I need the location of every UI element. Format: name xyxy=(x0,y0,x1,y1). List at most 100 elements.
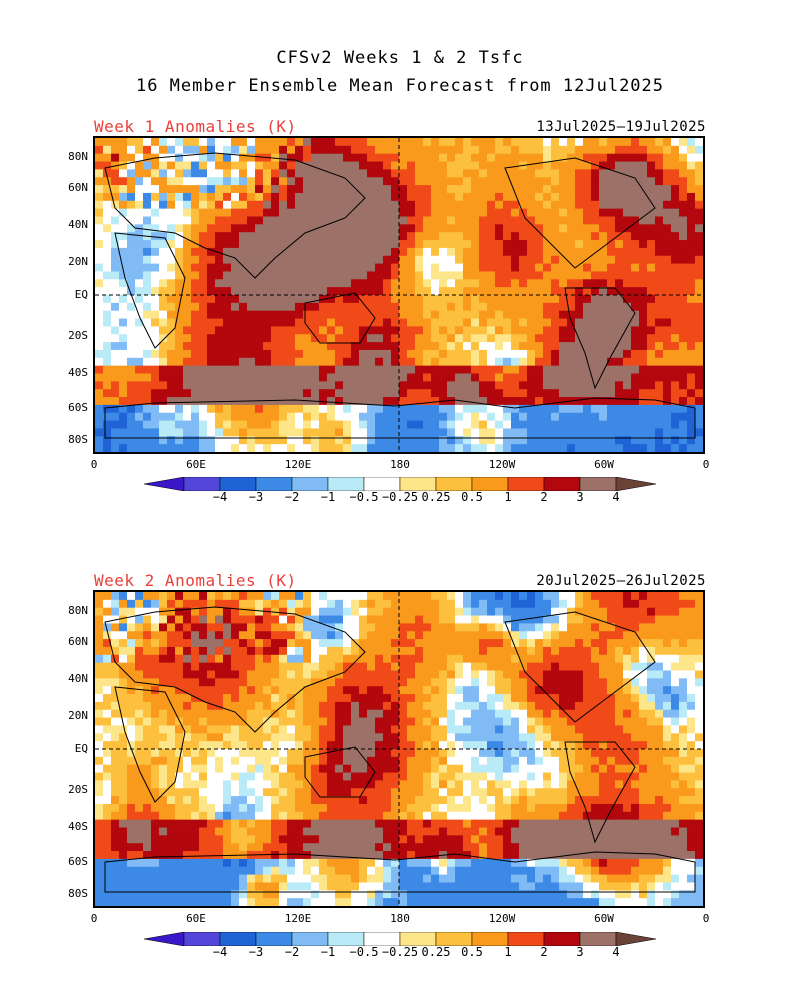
panel2-colorbar-swatch xyxy=(399,932,437,946)
panel1-label: Week 1 Anomalies (K) xyxy=(94,117,297,136)
panel1-lon-label: 0 xyxy=(702,458,710,471)
panel1-lon-label: 180 xyxy=(390,458,410,471)
panel1-colorbar-swatch xyxy=(291,477,329,491)
panel2-lat-label: 20S xyxy=(68,783,88,797)
panel2-lon-label: 0 xyxy=(90,912,98,925)
panel1-lat-label: 20S xyxy=(68,329,88,343)
panel1-lon-label: 60E xyxy=(186,458,206,471)
panel2-colorbar-label: −0.25 xyxy=(381,945,419,959)
panel1-lon-label: 120W xyxy=(488,458,516,471)
panel1-lat-label: 80S xyxy=(68,432,88,446)
map2-coastline xyxy=(104,606,366,733)
panel1-colorbar-swatch xyxy=(543,477,581,491)
map2-field xyxy=(95,592,703,906)
panel2-colorbar-swatch xyxy=(219,932,257,946)
panel1-colorbar-label: 4 xyxy=(612,490,620,504)
map1-coastline xyxy=(104,152,366,279)
panel1-colorbar-swatch xyxy=(507,477,545,491)
panel2-colorbar-label: 1 xyxy=(504,945,512,959)
panel2-colorbar-swatch xyxy=(579,932,617,946)
panel2-colorbar-swatch xyxy=(363,932,401,946)
panel1-colorbar-label: 1 xyxy=(504,490,512,504)
map1-coastline xyxy=(304,292,376,344)
panel1-colorbar-label: 0.5 xyxy=(461,490,483,504)
chart-title-line2: 16 Member Ensemble Mean Forecast from 12… xyxy=(135,76,665,96)
panel2-colorbar-swatch xyxy=(435,932,473,946)
panel2-lon-label: 180 xyxy=(390,912,410,925)
panel2-lat-label: 80N xyxy=(68,603,88,617)
panel2-colorbar-swatch xyxy=(183,932,221,946)
panel2-colorbar-label: 0.25 xyxy=(421,945,451,959)
panel1-colorbar-right-arrow xyxy=(615,477,656,491)
panel1-map xyxy=(93,136,705,454)
panel1-colorbar-label: −0.5 xyxy=(349,490,379,504)
panel1-colorbar-left-arrow xyxy=(144,477,185,491)
chart-title-line1: CFSv2 Weeks 1 & 2 Tsfc xyxy=(276,48,524,68)
panel2-lat-label: 40S xyxy=(68,819,88,833)
panel1-lon-label: 120E xyxy=(284,458,312,471)
panel2-colorbar-label: −3 xyxy=(248,945,264,959)
map2-coastline xyxy=(564,741,636,844)
panel2-colorbar-swatch xyxy=(291,932,329,946)
panel2-colorbar-label: −4 xyxy=(212,945,228,959)
panel2-lat-label: 80S xyxy=(68,886,88,900)
panel1-colorbar-swatch xyxy=(183,477,221,491)
panel1-colorbar-swatch xyxy=(219,477,257,491)
panel1-colorbar-label: −3 xyxy=(248,490,264,504)
panel2-lat-label: EQ xyxy=(74,742,88,755)
panel2-colorbar-label: −0.5 xyxy=(349,945,379,959)
panel1-colorbar-svg xyxy=(144,477,656,491)
panel2-lat-label: 20N xyxy=(68,708,88,722)
panel2-date-range: 20Jul2025—26Jul2025 xyxy=(536,573,706,589)
panel1-colorbar-label: −0.25 xyxy=(381,490,419,504)
panel2-lon-label: 60E xyxy=(186,912,206,925)
panel2-map xyxy=(93,590,705,908)
map2-coastline xyxy=(104,851,696,893)
panel2-colorbar-label: 2 xyxy=(540,945,548,959)
panel2-lon-label: 60W xyxy=(594,912,614,925)
panel1-colorbar-swatch xyxy=(255,477,293,491)
panel2-colorbar-svg xyxy=(144,932,656,946)
panel1-lat-label: 40S xyxy=(68,365,88,379)
panel2-lon-label: 120W xyxy=(488,912,516,925)
panel1-lat-label: 80N xyxy=(68,149,88,163)
panel1-lat-label: 40N xyxy=(68,218,88,232)
panel2-colorbar-swatch xyxy=(543,932,581,946)
panel1-date-range: 13Jul2025—19Jul2025 xyxy=(536,119,706,135)
panel1-lat-label: 60S xyxy=(68,400,88,414)
map1-coastline xyxy=(504,157,656,269)
panel2-colorbar-label: 0.5 xyxy=(461,945,483,959)
panel2-colorbar-swatch xyxy=(255,932,293,946)
map2-coastline xyxy=(504,611,656,723)
panel1-colorbar-label: 3 xyxy=(576,490,584,504)
panel2-colorbar-left-arrow xyxy=(144,932,185,946)
panel1-colorbar-label: −2 xyxy=(284,490,300,504)
panel2-lon-label: 120E xyxy=(284,912,312,925)
panel2-colorbar-swatch xyxy=(471,932,509,946)
panel2-lat-label: 40N xyxy=(68,672,88,686)
map1-coastline xyxy=(114,232,186,349)
panel1-lon-label: 0 xyxy=(90,458,98,471)
panel2-colorbar-label: 4 xyxy=(612,945,620,959)
panel1-colorbar-label: −1 xyxy=(320,490,336,504)
panel2-colorbar-label: −1 xyxy=(320,945,336,959)
panel2-lon-label: 0 xyxy=(702,912,710,925)
map1-field xyxy=(95,138,703,452)
panel1-colorbar-swatch xyxy=(579,477,617,491)
panel2-lat-label: 60S xyxy=(68,854,88,868)
map2-coastline xyxy=(304,746,376,798)
panel2-colorbar-label: −2 xyxy=(284,945,300,959)
panel2-colorbar-right-arrow xyxy=(615,932,656,946)
panel2-label: Week 2 Anomalies (K) xyxy=(94,571,297,590)
panel1-colorbar-swatch xyxy=(399,477,437,491)
panel2-lat-label: 60N xyxy=(68,635,88,649)
panel1-colorbar-swatch xyxy=(471,477,509,491)
panel1-colorbar-label: 0.25 xyxy=(421,490,451,504)
panel1-lon-label: 60W xyxy=(594,458,614,471)
panel1-colorbar-swatch xyxy=(327,477,365,491)
map2-coastline xyxy=(114,686,186,803)
panel1-colorbar-swatch xyxy=(435,477,473,491)
panel1-colorbar-swatch xyxy=(363,477,401,491)
panel1-colorbar-label: −4 xyxy=(212,490,228,504)
map1-coastline xyxy=(564,287,636,390)
